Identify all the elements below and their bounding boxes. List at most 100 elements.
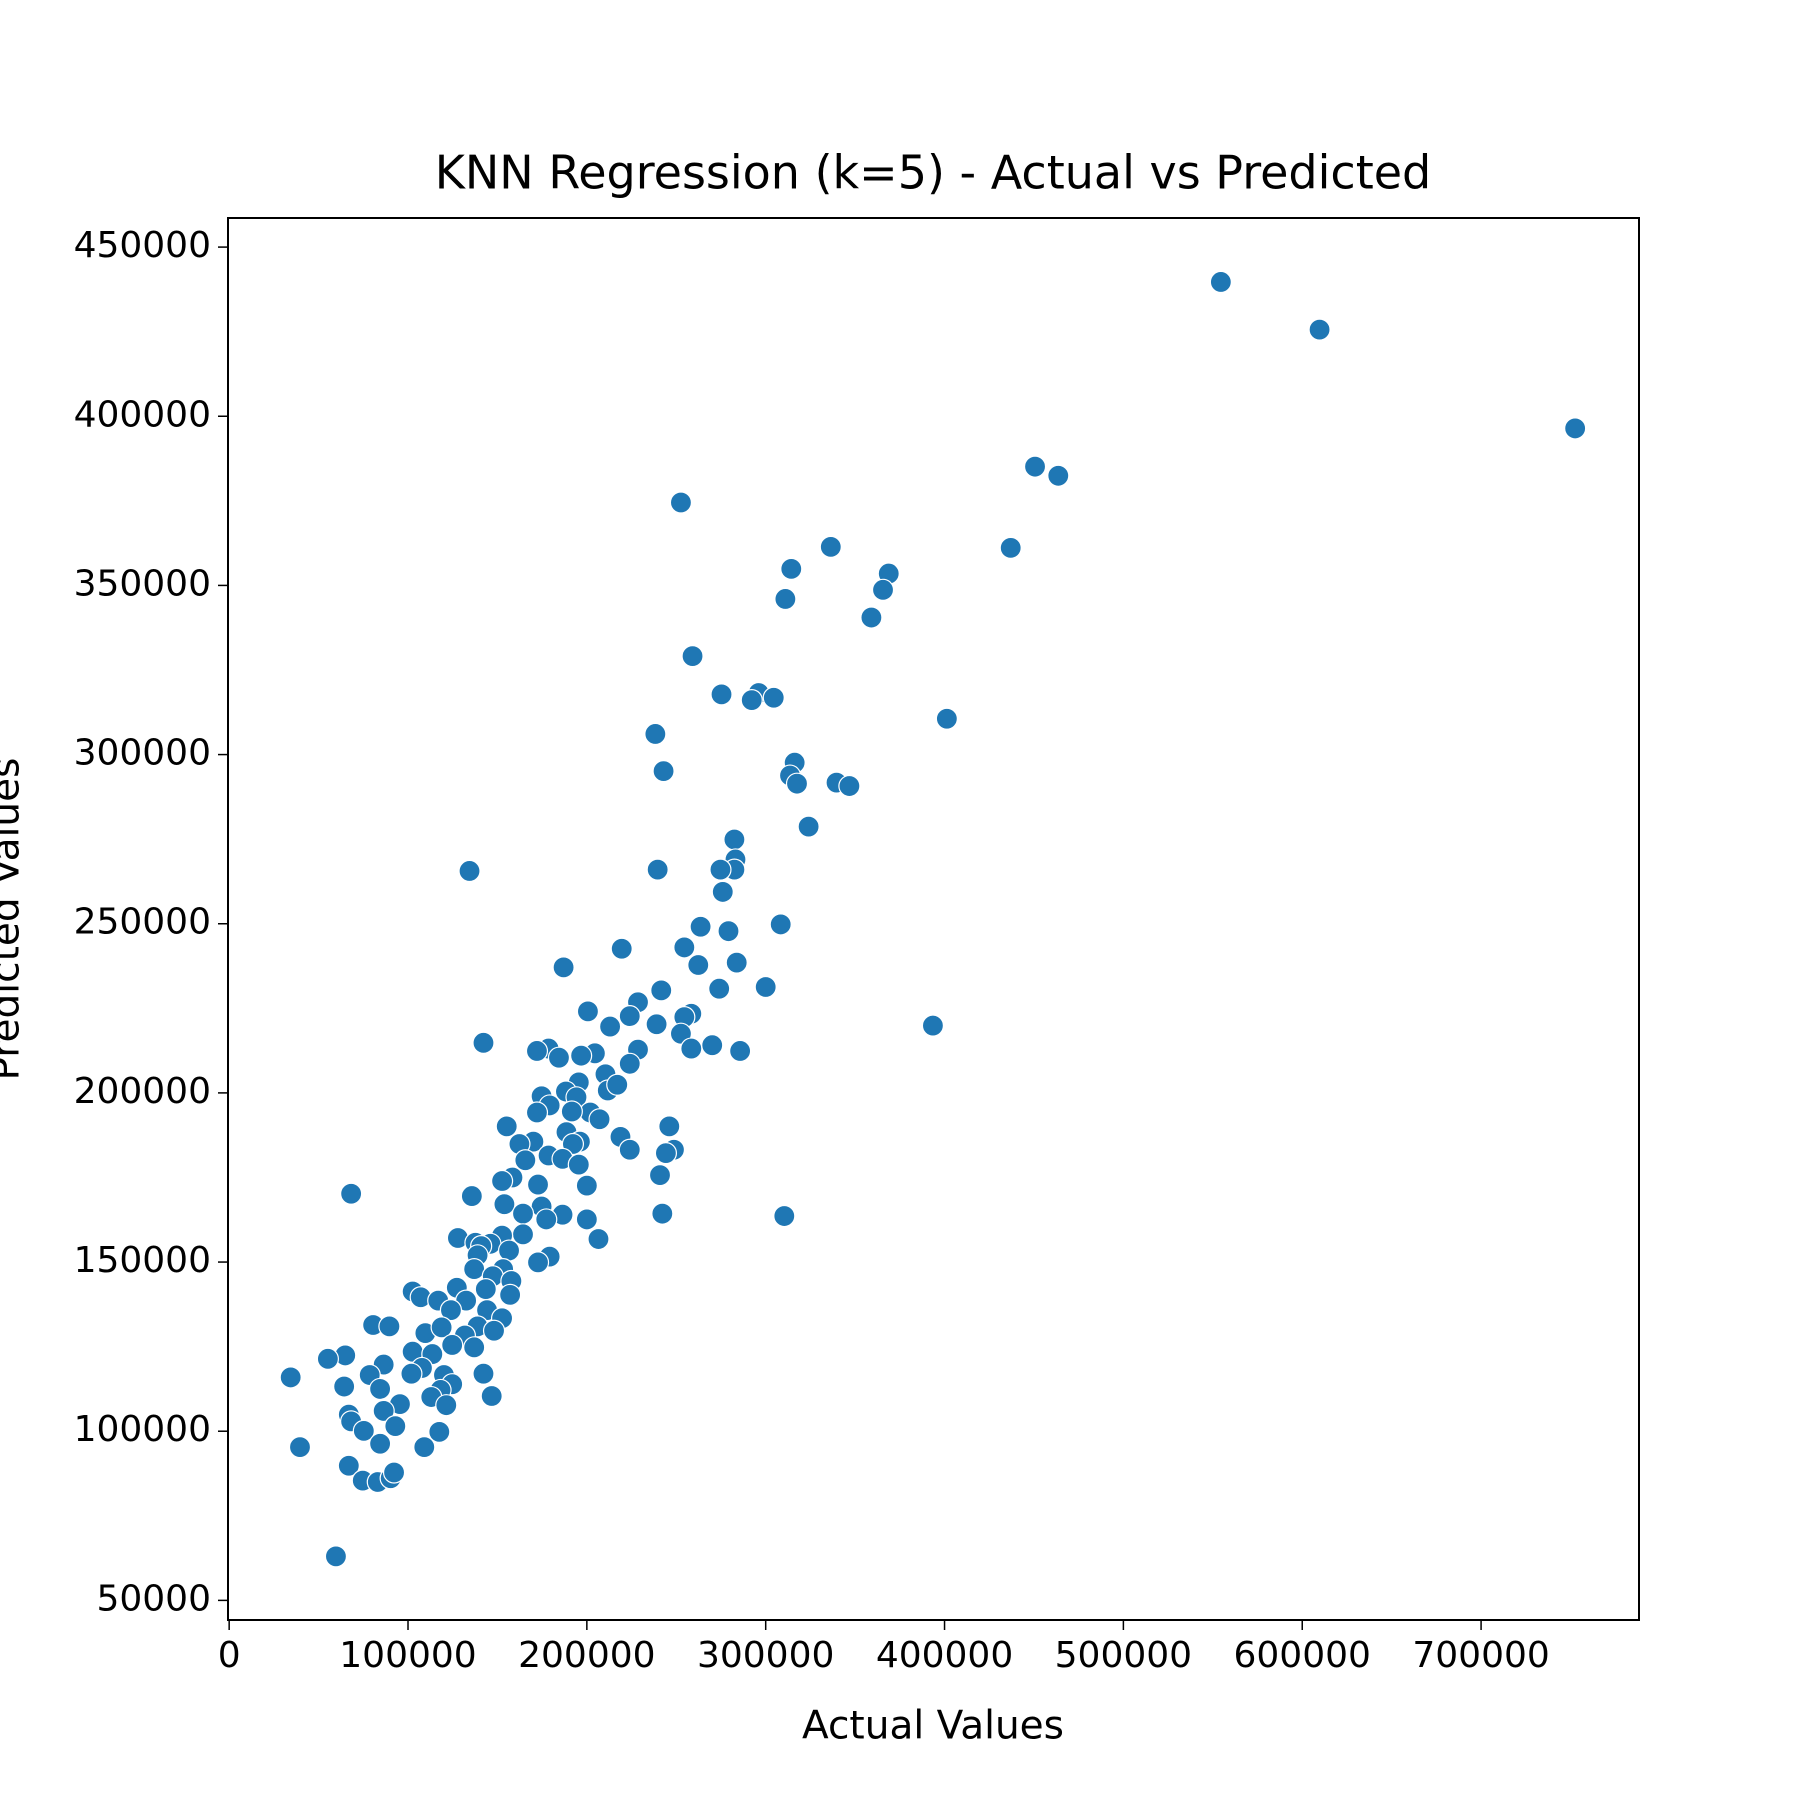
y-tick-label: 50000 — [96, 1578, 211, 1619]
point — [400, 1362, 423, 1385]
y-tick-label: 100000 — [74, 1409, 211, 1450]
point — [921, 1014, 945, 1037]
point — [472, 1031, 495, 1054]
point — [378, 1315, 401, 1338]
point — [599, 1015, 622, 1038]
point — [497, 1239, 521, 1262]
x-axis-label: Actual Values — [802, 1704, 1064, 1749]
point — [372, 1399, 395, 1423]
point — [480, 1384, 503, 1408]
point — [797, 815, 820, 838]
point — [710, 683, 733, 706]
point — [669, 491, 693, 514]
point — [575, 1174, 598, 1197]
point — [511, 1202, 535, 1225]
point — [493, 1193, 516, 1216]
point — [1209, 270, 1232, 294]
point — [654, 1142, 678, 1165]
point — [352, 1419, 375, 1442]
point — [769, 913, 792, 936]
point — [279, 1366, 302, 1389]
y-tick-label: 450000 — [74, 225, 211, 266]
point — [774, 587, 797, 611]
point — [1047, 464, 1070, 487]
x-tick-label: 0 — [218, 1635, 241, 1676]
point — [725, 951, 748, 974]
point — [560, 1100, 583, 1123]
point — [762, 686, 785, 709]
point — [773, 1204, 796, 1228]
point — [369, 1432, 392, 1455]
y-tick-label: 350000 — [74, 563, 211, 604]
x-tick-label: 500000 — [1055, 1635, 1192, 1676]
y-axis-label: Predicted Values — [0, 758, 29, 1081]
point — [430, 1316, 453, 1339]
point — [552, 956, 575, 979]
point — [567, 1153, 590, 1176]
plot-frame — [227, 217, 1640, 1621]
y-tick-label: 200000 — [74, 1071, 211, 1112]
point — [428, 1420, 451, 1443]
point — [439, 1298, 463, 1322]
point — [525, 1101, 549, 1124]
point — [645, 1013, 668, 1036]
x-tick-label: 100000 — [339, 1635, 476, 1676]
point — [687, 953, 710, 977]
point — [708, 977, 731, 1000]
point — [490, 1169, 514, 1193]
point — [644, 722, 667, 746]
point — [499, 1283, 522, 1306]
point — [495, 1115, 518, 1138]
point — [780, 557, 803, 580]
point — [681, 645, 704, 668]
point — [1564, 417, 1587, 440]
point — [514, 1149, 537, 1172]
y-tick-label: 400000 — [74, 394, 211, 435]
x-tick-label: 700000 — [1412, 1635, 1549, 1676]
point — [472, 1362, 495, 1385]
point — [441, 1333, 464, 1357]
point — [384, 1415, 407, 1438]
point — [337, 1454, 360, 1477]
y-tick-label: 300000 — [74, 733, 211, 774]
point — [935, 707, 958, 730]
point — [1308, 318, 1331, 341]
point — [587, 1227, 610, 1251]
point — [535, 1208, 558, 1231]
point — [288, 1436, 312, 1459]
point — [324, 1545, 348, 1568]
point — [651, 1202, 674, 1225]
point — [1023, 455, 1047, 478]
point — [316, 1347, 339, 1370]
point — [646, 858, 669, 881]
x-tick-label: 600000 — [1234, 1635, 1371, 1676]
point — [575, 1208, 598, 1231]
point — [340, 1182, 363, 1205]
point — [570, 1044, 593, 1067]
point — [618, 1052, 641, 1075]
point — [673, 936, 696, 959]
y-tick-label: 150000 — [74, 1240, 211, 1281]
point — [650, 979, 673, 1002]
point — [435, 1394, 458, 1417]
point — [680, 1037, 703, 1060]
point — [648, 1164, 672, 1187]
point — [819, 535, 842, 558]
point — [740, 689, 763, 712]
point — [458, 859, 481, 883]
point — [723, 828, 746, 851]
point — [717, 920, 740, 943]
point — [463, 1336, 486, 1359]
point — [652, 760, 675, 783]
point — [618, 1004, 641, 1028]
point — [588, 1108, 611, 1131]
point — [474, 1278, 497, 1301]
point — [701, 1034, 724, 1057]
point — [460, 1184, 483, 1208]
point — [482, 1319, 506, 1342]
point — [369, 1377, 392, 1401]
point — [547, 1046, 571, 1069]
point — [871, 578, 895, 601]
